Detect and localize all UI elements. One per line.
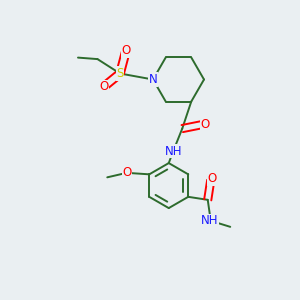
Text: NH: NH	[164, 145, 182, 158]
Text: O: O	[122, 166, 131, 179]
Text: NH: NH	[200, 214, 218, 227]
Text: N: N	[148, 73, 158, 86]
Text: O: O	[122, 44, 130, 58]
Text: O: O	[208, 172, 217, 185]
Text: O: O	[99, 80, 108, 94]
Text: O: O	[200, 118, 209, 130]
Text: S: S	[116, 67, 124, 80]
